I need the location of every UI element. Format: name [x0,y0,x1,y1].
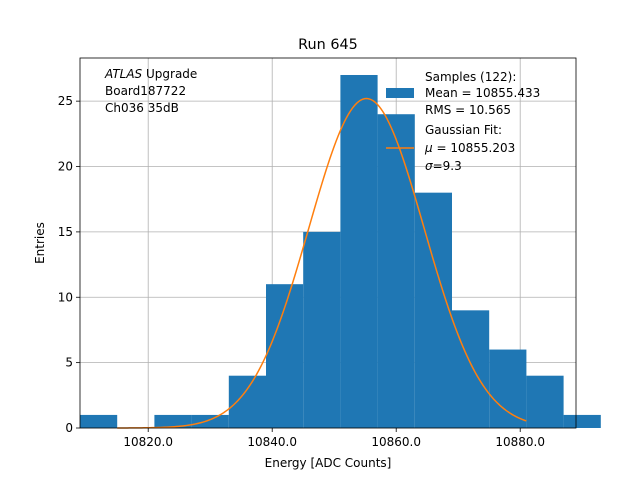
y-tick-label: 20 [58,160,73,174]
plot-frame [79,57,577,429]
annotation-line-1: ATLAS Upgrade [104,67,197,81]
legend-fit-sigma: σ=9.3 [425,159,462,173]
atlas-annotation: ATLAS Upgrade Board187722 Ch036 35dB [104,67,197,115]
legend-fit-mu: μ = 10855.203 [424,141,515,155]
annotation-atlas: ATLAS [104,67,143,81]
x-tick-label: 10880.0 [495,435,545,449]
annotation-upgrade: Upgrade [142,67,197,81]
histogram-bar [228,375,266,428]
histogram-bar [489,349,527,428]
chart-title: Run 645 [298,37,358,53]
legend-samples-swatch [386,88,414,98]
x-axis-ticks: 10820.0 10840.0 10860.0 10880.0 [123,428,545,449]
x-tick-label: 10820.0 [123,435,173,449]
annotation-line-2: Board187722 [105,84,186,98]
y-tick-label: 15 [58,225,73,239]
histogram-bar [154,414,192,428]
histogram-bar [340,74,378,429]
histogram-bar [80,414,118,428]
legend-mu-value: = 10855.203 [433,141,516,155]
histogram-bars [80,74,601,429]
gaussian-fit-curve [117,97,527,429]
y-tick-label: 5 [65,356,73,370]
legend-fit-title: Gaussian Fit: [425,123,502,137]
legend-mu-symbol: μ [424,141,433,155]
legend-sigma-symbol: σ [425,159,433,173]
annotation-line-3: Ch036 35dB [105,101,179,115]
histogram-bar [303,231,341,428]
histogram-bar [191,414,229,428]
y-axis-ticks: 0 5 10 15 20 25 [58,94,80,435]
histogram-bar [414,192,452,428]
x-axis-label: Energy [ADC Counts] [265,456,392,470]
y-tick-label: 25 [58,94,73,108]
y-axis-label: Entries [33,222,47,264]
legend-samples-mean: Mean = 10855.433 [425,86,540,100]
y-tick-label: 10 [58,290,73,304]
y-tick-label: 0 [65,421,73,435]
legend: Samples (122): Mean = 10855.433 RMS = 10… [386,70,540,173]
x-tick-label: 10860.0 [371,435,421,449]
histogram-bar [452,310,490,428]
legend-samples-rms: RMS = 10.565 [425,103,511,117]
legend-sigma-value: =9.3 [433,159,462,173]
histogram-bar [377,114,415,428]
histogram-bar [526,375,564,428]
histogram-bar [563,414,601,428]
x-tick-label: 10840.0 [247,435,297,449]
legend-samples-title: Samples (122): [425,70,516,84]
